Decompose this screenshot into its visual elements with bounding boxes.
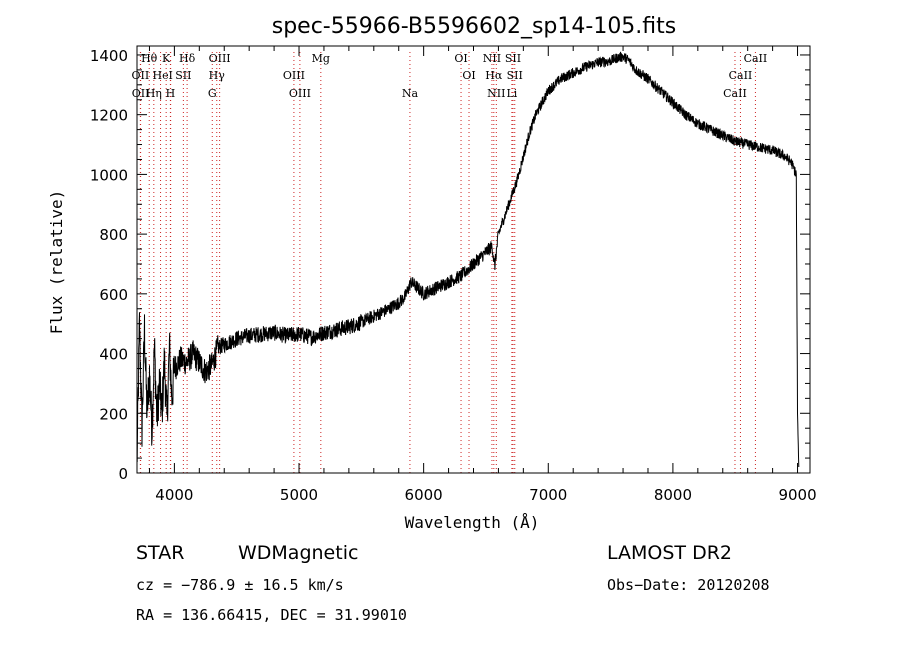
line-marker-label: OII	[132, 87, 150, 100]
y-tick-label: 800	[99, 226, 128, 244]
line-marker-label: Hδ	[179, 52, 196, 65]
y-tick-label: 400	[99, 346, 128, 364]
x-tick-label: 4000	[155, 486, 193, 504]
line-marker-label: He	[153, 69, 169, 82]
line-marker-label: SII	[505, 52, 521, 65]
line-marker-label: Li	[506, 87, 517, 100]
line-marker-label: OIII	[283, 69, 305, 82]
x-axis-ticks: 4000 5000 6000 7000 8000 9000	[148, 46, 817, 504]
chart-title: spec-55966-B5596602_sp14-105.fits	[272, 14, 677, 39]
line-marker-label: Hα	[485, 69, 503, 82]
line-marker-label: OIII	[209, 52, 231, 65]
line-marker-label: Hη	[146, 87, 162, 100]
x-tick-label: 9000	[778, 486, 816, 504]
line-marker-label: G	[208, 87, 217, 100]
y-tick-label: 0	[118, 465, 128, 483]
line-marker-label: OII	[132, 69, 150, 82]
line-marker-label: CaII	[723, 87, 747, 100]
x-tick-label: 5000	[280, 486, 318, 504]
spectrum-line	[136, 51, 800, 468]
line-marker-label: SII	[507, 69, 523, 82]
line-marker-label: CaII	[744, 52, 768, 65]
line-marker-label: Hθ	[141, 52, 158, 65]
x-axis-label: Wavelength (Å)	[405, 513, 540, 532]
line-marker-label: OI	[454, 52, 467, 65]
y-tick-label: 1400	[90, 47, 128, 65]
line-marker-label: OIII	[289, 87, 311, 100]
y-axis-label: Flux (relative)	[47, 190, 66, 335]
y-tick-label: 1200	[90, 107, 128, 125]
line-marker-label: I	[168, 69, 172, 82]
line-marker-label: CaII	[729, 69, 753, 82]
object-class: STAR	[136, 542, 184, 564]
y-tick-label: 600	[99, 286, 128, 304]
line-marker-label: Na	[402, 87, 419, 100]
line-markers	[139, 52, 756, 473]
line-marker-label: K	[162, 52, 171, 65]
ra-dec: RA = 136.66415, DEC = 31.99010	[136, 606, 407, 624]
x-tick-label: 7000	[529, 486, 567, 504]
line-marker-label: NII	[483, 52, 501, 65]
object-subclass: WDMagnetic	[238, 542, 358, 564]
line-marker-label: NII	[487, 87, 505, 100]
y-tick-label: 1000	[90, 166, 128, 184]
redshift-cz: cz = −786.9 ± 16.5 km/s	[136, 576, 344, 594]
line-marker-label: OI	[462, 69, 475, 82]
line-marker-label: Hγ	[209, 69, 226, 82]
y-axis-ticks: 0 200 400 600 800 1000 1200 1400	[90, 47, 810, 483]
y-tick-label: 200	[99, 405, 128, 423]
x-tick-label: 8000	[654, 486, 692, 504]
obs-date: Obs−Date: 20120208	[607, 576, 770, 594]
survey-name: LAMOST DR2	[607, 542, 732, 564]
line-marker-label: H	[166, 87, 176, 100]
line-marker-label: Mg	[312, 52, 330, 65]
line-marker-label: SII	[175, 69, 191, 82]
x-tick-label: 6000	[405, 486, 443, 504]
